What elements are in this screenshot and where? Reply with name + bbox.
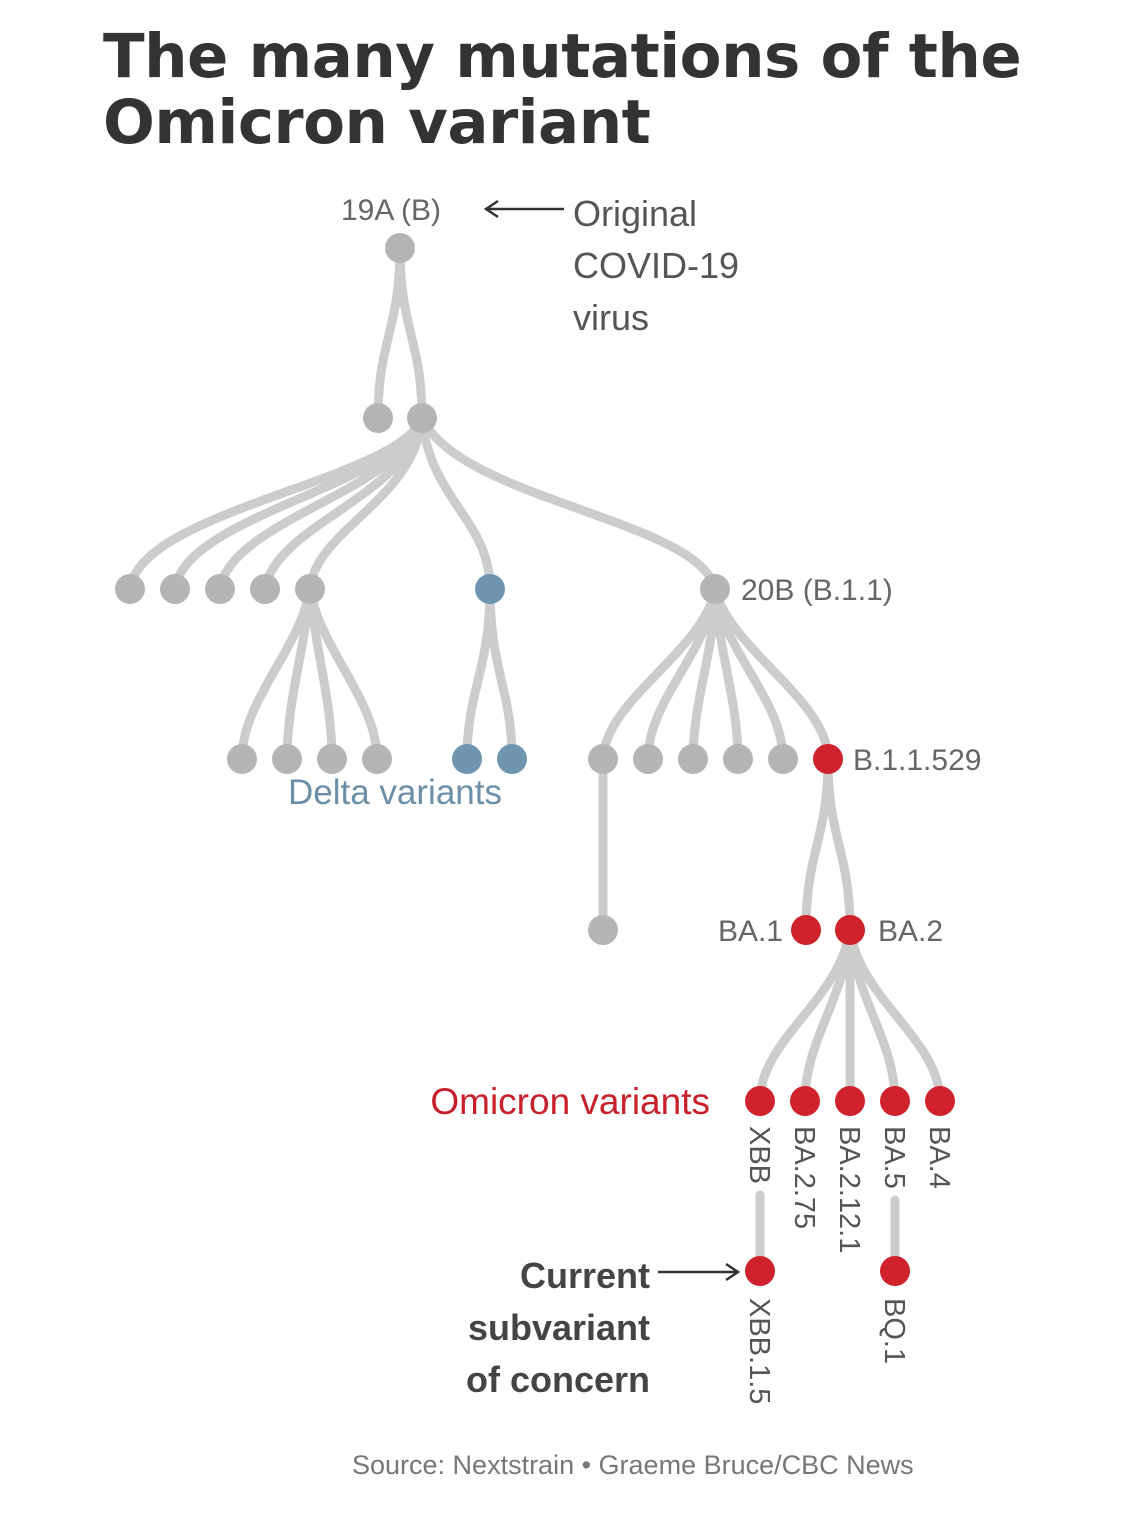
page-title: The many mutations of the Omicron varian… [103,21,1022,158]
tree-node [362,744,392,774]
node-19a [385,233,415,263]
label-20b: 20B (B.1.1) [741,574,893,607]
node-ba2 [835,915,865,945]
tree-node [205,574,235,604]
tree-node [363,403,393,433]
label-delta-variants: Delta variants [288,773,502,812]
label-original-line2: COVID-19 [573,245,739,286]
label-concern-line2: subvariant [468,1307,650,1348]
tree-node [768,744,798,774]
node-ba5 [880,1086,910,1116]
label-concern-line1: Current [520,1255,650,1296]
arrow-concern [658,1262,741,1282]
tree-node [723,744,753,774]
label-xbb: XBB [743,1126,775,1184]
node-b11529 [813,744,843,774]
delta-node [452,744,482,774]
node-20b [700,574,730,604]
label-ba4: BA.4 [923,1126,955,1189]
node-xbb15 [745,1256,775,1286]
tree-node [588,744,618,774]
tree-node [633,744,663,774]
label-ba2121: BA.2.12.1 [833,1126,865,1253]
label-omicron-variants: Omicron variants [430,1081,710,1122]
tree-node [588,915,618,945]
tree-node [678,744,708,774]
tree-node [317,744,347,774]
label-concern-line3: of concern [466,1359,650,1400]
label-bq1: BQ.1 [878,1298,910,1364]
label-original-line3: virus [573,297,649,338]
node-bq1 [880,1256,910,1286]
label-original-line1: Original [573,193,697,234]
tree-node [407,403,437,433]
tree-node [160,574,190,604]
tree-node [272,744,302,774]
tree-node [227,744,257,774]
delta-node [497,744,527,774]
tree-node [115,574,145,604]
node-ba4 [925,1086,955,1116]
label-ba5: BA.5 [878,1126,910,1189]
tree-branches [125,243,945,1276]
label-b11529: B.1.1.529 [853,744,981,777]
label-ba1: BA.1 [718,915,783,948]
node-xbb [745,1086,775,1116]
delta-node [475,574,505,604]
tree-node [295,574,325,604]
label-xbb15: XBB.1.5 [743,1298,775,1404]
label-root: 19A (B) [341,194,441,227]
tree-nodes [115,233,955,1286]
tree-node [250,574,280,604]
label-ba2: BA.2 [878,915,943,948]
source-credit: Source: Nextstrain • Graeme Bruce/CBC Ne… [352,1450,914,1480]
label-ba275: BA.2.75 [788,1126,820,1229]
arrow-original [483,199,564,219]
node-ba1 [791,915,821,945]
node-ba2121 [835,1086,865,1116]
node-ba275 [790,1086,820,1116]
